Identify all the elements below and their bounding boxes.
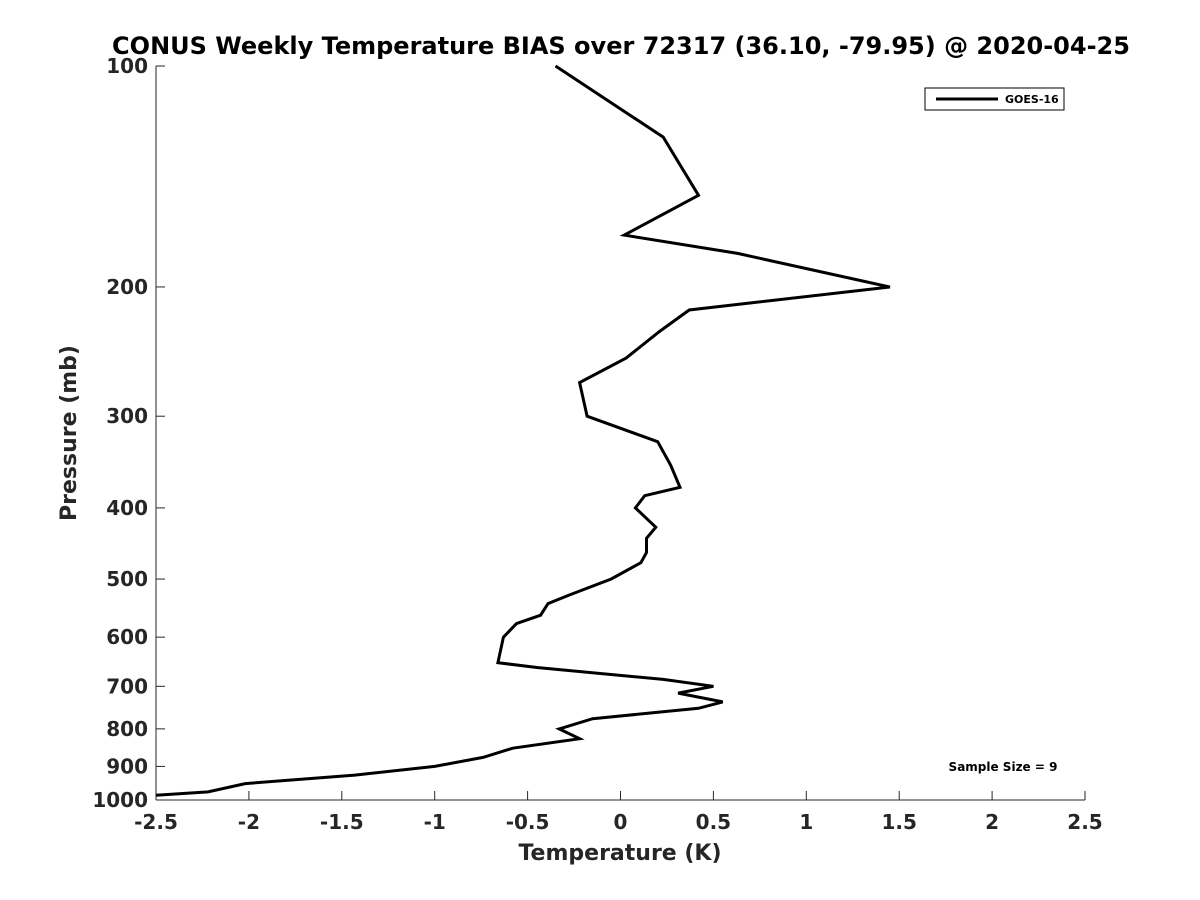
y-tick-label: 900 xyxy=(106,754,148,778)
y-tick-label: 700 xyxy=(106,674,148,698)
y-tick-label: 1000 xyxy=(92,788,148,812)
sample-size-annotation: Sample Size = 9 xyxy=(949,760,1058,774)
x-axis-label: Temperature (K) xyxy=(518,841,721,866)
x-tick-label: -1 xyxy=(424,810,446,834)
legend-label-goes16: GOES-16 xyxy=(1005,93,1059,106)
legend: GOES-16 xyxy=(924,87,1065,111)
y-tick-label: 500 xyxy=(106,567,148,591)
x-tick-label: 0 xyxy=(614,810,628,834)
y-axis-label: Pressure (mb) xyxy=(57,345,82,521)
y-tick-label: 100 xyxy=(106,54,148,78)
x-tick-label: -2 xyxy=(238,810,260,834)
x-tick-label: 1 xyxy=(799,810,813,834)
y-tick-label: 800 xyxy=(106,717,148,741)
x-tick-label: 0.5 xyxy=(696,810,731,834)
y-tick-label: 600 xyxy=(106,625,148,649)
x-tick-label: -2.5 xyxy=(134,810,178,834)
y-tick-label: 300 xyxy=(106,404,148,428)
x-tick-label: 2.5 xyxy=(1067,810,1102,834)
y-tick-label: 400 xyxy=(106,496,148,520)
x-tick-label: -1.5 xyxy=(320,810,364,834)
series-line-goes-16 xyxy=(155,64,891,797)
x-tick-label: -0.5 xyxy=(506,810,550,834)
x-tick-label: 2 xyxy=(985,810,999,834)
plot-axes: -2.5 -2 -1.5 -1 -0.5 0 0.5 1 1.5 2 2.5 100 200 300 400… xyxy=(92,54,1102,834)
x-tick-label: 1.5 xyxy=(881,810,916,834)
y-tick-label: 200 xyxy=(106,275,148,299)
chart-title: CONUS Weekly Temperature BIAS over 72317… xyxy=(112,32,1130,60)
series-layer xyxy=(155,64,891,797)
